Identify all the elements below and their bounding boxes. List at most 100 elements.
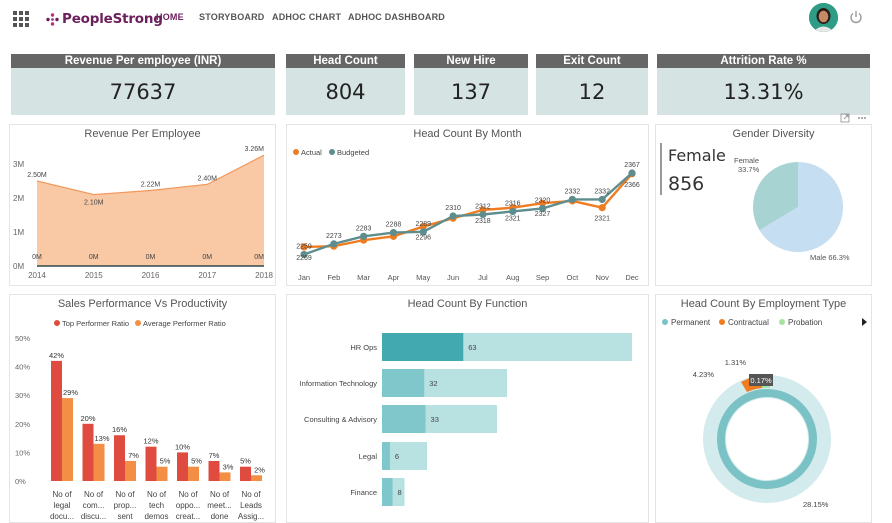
gender-count: 856 [668,173,705,195]
bar-value [382,369,425,397]
data-point [360,232,368,240]
data-point [538,204,547,213]
kpi-value: 12 [578,80,606,104]
data-point [330,240,338,248]
revenue-line [36,154,265,196]
category-label: Finance [350,488,377,497]
bar-label: 12% [143,437,158,446]
user-avatar[interactable] [809,3,838,32]
gender-card-divider [660,143,662,195]
employment-type-tile[interactable]: Head Count By Employment Type Permanent C… [655,294,872,523]
bar-label: 7% [128,451,139,460]
data-label: 2.40M [198,175,218,182]
category-label: HR Ops [350,343,377,352]
data-label: 2.22M [141,182,161,189]
x-tick-label: Leads [240,501,262,510]
kpi-title: Revenue Per employee (INR) [11,54,275,68]
actual-label: 2321 [505,216,521,223]
kpi-value: 804 [325,80,366,104]
y-tick-label: 1M [13,228,24,237]
budget-label: 2283 [356,225,372,232]
bar-value [382,405,426,433]
top-bar: PeopleStrong HOME STORYBOARD ADHOC CHART… [0,0,892,38]
kpi-exit-card: Exit Count 12 [536,54,648,115]
kpi-revenue-card: Revenue Per employee (INR) 77637 [11,54,275,115]
revenue-chart-tile[interactable]: Revenue Per Employee 0M 1M 2M 3M 2.50M 2.10M 2… [9,124,276,286]
data-point [389,228,398,237]
bar-label: 13% [94,434,109,443]
bar-label: 20% [80,414,95,423]
bar [62,398,73,481]
data-point [300,243,308,251]
gender-label: Female [668,146,726,165]
x-tick-label: No of [84,490,104,499]
x-tick-label: Jun [447,273,459,282]
x-tick-label: discu... [81,512,106,521]
x-tick-label: No of [241,490,261,499]
x-tick-label: No of [178,490,198,499]
x-tick-label: Sep [536,273,549,282]
budget-label: 2289 [415,221,431,228]
legend-label: Actual [301,148,322,157]
x-tick-label: Dec [625,273,639,282]
y-tick-label: 2M [13,194,24,203]
bar [82,423,94,481]
brand-logo[interactable]: PeopleStrong [46,9,163,29]
power-icon[interactable] [849,10,863,24]
slice-label: 4.23% [693,370,715,379]
legend-label: Permanent [671,318,711,327]
headcount-month-tile[interactable]: Head Count By Month Actual Budgeted 2269 22… [286,124,649,286]
series-line [303,172,633,249]
data-point [419,222,427,231]
x-tick-label: meet... [207,501,231,510]
legend-marker [662,319,668,325]
nav-storyboard[interactable]: STORYBOARD [199,12,265,22]
chart-title: Head Count By Employment Type [680,298,847,310]
slice-label: Female [734,156,759,165]
more-options-icon[interactable] [857,113,867,123]
headcount-function-tile[interactable]: Head Count By Function HR Ops 63 Informati… [286,294,649,523]
x-tick-label: Oct [567,273,580,282]
kpi-title: Attrition Rate % [657,54,870,68]
kpi-title: New Hire [414,54,528,68]
y-tick-label: 3M [13,160,24,169]
x-tick-label: Mar [357,273,370,282]
bar-label: 29% [63,388,78,397]
value-label: 8 [398,488,402,497]
budget-label: 2310 [445,205,461,212]
focus-mode-icon[interactable] [840,113,850,123]
chart-title: Gender Diversity [732,128,815,140]
kpi-title: Head Count [286,54,405,68]
slice-label: 0.17% [750,376,772,385]
bar [219,472,231,481]
gender-diversity-tile[interactable]: Gender Diversity Female 856 Female 33.7% M… [655,124,872,286]
data-point [509,207,517,216]
nav-adhoc-chart[interactable]: ADHOC CHART [272,12,342,22]
x-tick-label: sent [117,512,133,521]
actual-label: 2296 [415,235,431,242]
bar [177,452,188,481]
x-tick-label: 2017 [198,271,216,280]
x-tick-label: 2015 [85,271,103,280]
value-label: 33 [431,415,439,424]
revenue-area [37,155,264,266]
app-grid-icon[interactable] [13,11,29,27]
legend-marker [293,149,299,155]
chart-title: Sales Performance Vs Productivity [57,298,228,310]
budget-label: 2316 [505,200,521,207]
headcount-line-chart: Actual Budgeted 2269 2296 2318 2321 2327 2321 23… [293,148,640,282]
nav-adhoc-dashboard[interactable]: ADHOC DASHBOARD [348,12,445,22]
bar-label: 10% [175,442,190,451]
budget-label: 2332 [594,188,610,195]
bar-label: 5% [191,457,202,466]
legend-label: Average Performer Ratio [143,319,226,328]
slice-pct: 33.7% [738,165,760,174]
x-tick-label: Aug [506,273,519,282]
nav-home[interactable]: HOME [156,12,184,22]
sales-performance-tile[interactable]: Sales Performance Vs Productivity Top Pe… [9,294,276,523]
legend-label: Budgeted [337,148,369,157]
data-point [628,169,636,177]
budget-label: 2259 [296,243,312,250]
chart-title: Head Count By Month [413,128,522,140]
